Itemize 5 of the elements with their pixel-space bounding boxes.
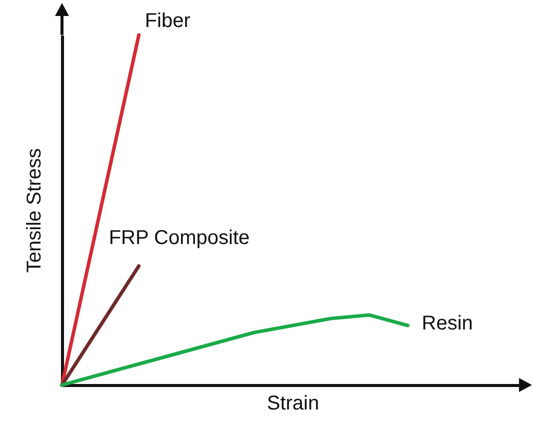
x-axis-title: Strain: [266, 392, 320, 414]
series-label: Fiber: [144, 10, 191, 32]
series-label: FRP Composite: [108, 227, 250, 249]
series-label: Resin: [422, 312, 473, 334]
y-axis-title: Tensile Stress: [24, 148, 46, 273]
